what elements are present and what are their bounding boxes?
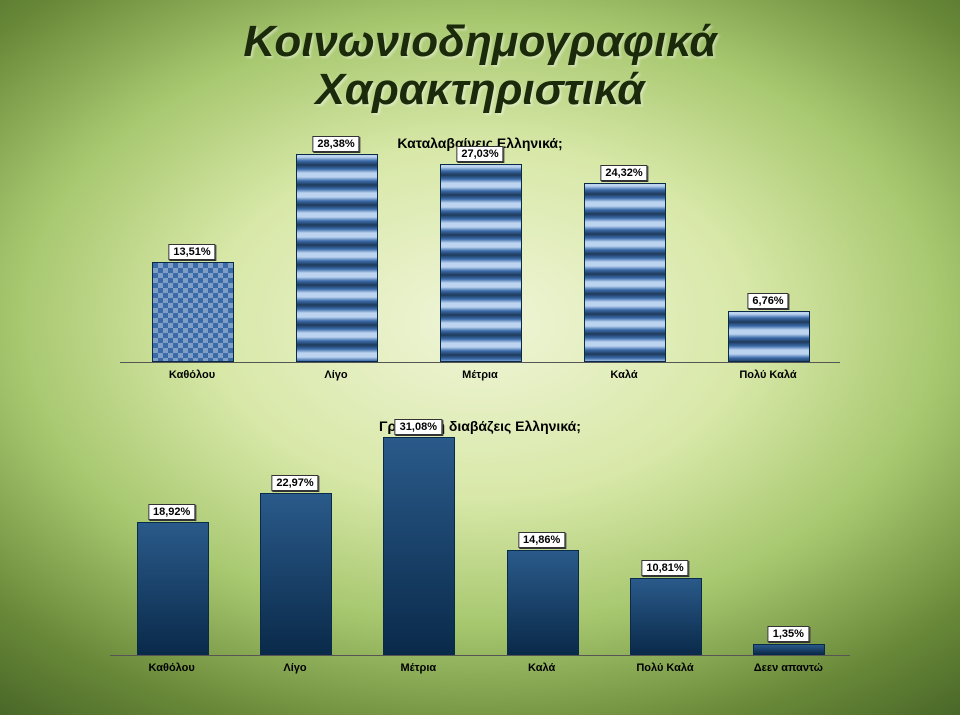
bar-wrap: 27,03% bbox=[440, 166, 520, 362]
bar bbox=[584, 183, 666, 362]
bar bbox=[440, 164, 522, 362]
xaxis-label: Λίγο bbox=[324, 369, 347, 381]
bar-value-label: 13,51% bbox=[168, 244, 215, 260]
bar bbox=[753, 644, 825, 655]
slide: Κοινωνιοδημογραφικά Χαρακτηριστικά Καταλ… bbox=[0, 0, 960, 715]
title-block: Κοινωνιοδημογραφικά Χαρακτηριστικά bbox=[0, 18, 960, 115]
bar-value-label: 24,32% bbox=[600, 165, 647, 181]
xaxis-label: Μέτρια bbox=[400, 662, 436, 674]
bar-value-label: 14,86% bbox=[518, 532, 565, 548]
bar-group: 18,92% bbox=[137, 439, 207, 655]
xaxis-label: Πολύ Καλά bbox=[739, 369, 796, 381]
xaxis-label: Πολύ Καλά bbox=[636, 662, 693, 674]
bar bbox=[260, 493, 332, 655]
bar bbox=[137, 522, 209, 655]
chart1-plot: 13,51% 28,38% 27,03% 24,32% 6,76% bbox=[120, 157, 840, 363]
title-line-2: Χαρακτηριστικά bbox=[0, 66, 960, 114]
bar-value-label: 18,92% bbox=[148, 504, 195, 520]
bar-value-label: 31,08% bbox=[395, 419, 442, 435]
bar-value-label: 10,81% bbox=[641, 560, 688, 576]
xaxis-label: Καθόλου bbox=[149, 662, 195, 674]
bar-wrap: 28,38% bbox=[296, 156, 376, 362]
chart-understand-greek: Καταλαβαίνεις Ελληνικά; 13,51%28,38%27,0… bbox=[120, 135, 840, 385]
bar-wrap: 14,86% bbox=[507, 552, 577, 655]
bar-wrap: 1,35% bbox=[753, 646, 823, 655]
xaxis-label: Λίγο bbox=[283, 662, 306, 674]
bar-wrap: 22,97% bbox=[260, 495, 330, 655]
bar-wrap: 24,32% bbox=[584, 185, 664, 362]
bar-group: 13,51% bbox=[152, 156, 232, 362]
xaxis-label: Καθόλου bbox=[169, 369, 215, 381]
bar-wrap: 10,81% bbox=[630, 580, 700, 655]
bar-group: 1,35% bbox=[753, 439, 823, 655]
bar-group: 22,97% bbox=[260, 439, 330, 655]
bar-value-label: 27,03% bbox=[456, 146, 503, 162]
bar-group: 28,38% bbox=[296, 156, 376, 362]
bar-group: 24,32% bbox=[584, 156, 664, 362]
bar-group: 10,81% bbox=[630, 439, 700, 655]
bar-wrap: 31,08% bbox=[383, 439, 453, 655]
bar-group: 31,08% bbox=[383, 439, 453, 655]
chart2-plot: 18,92% 22,97% 31,08% 14,86% 10,81% 1,35% bbox=[110, 440, 850, 656]
chart-read-write-greek: Γράφεις ή διαβάζεις Ελληνικά; 18,92% 22,9… bbox=[110, 418, 850, 678]
bar-wrap: 18,92% bbox=[137, 524, 207, 655]
bar bbox=[630, 578, 702, 655]
chart1-xaxis: Καθόλου Λίγο Μέτρια Καλά Πολύ Καλά bbox=[120, 365, 840, 385]
bar-value-label: 6,76% bbox=[747, 293, 788, 309]
bar-value-label: 28,38% bbox=[312, 136, 359, 152]
bar-group: 14,86% bbox=[507, 439, 577, 655]
bar bbox=[728, 311, 810, 362]
bar-wrap: 6,76% bbox=[728, 313, 808, 362]
xaxis-label: Καλά bbox=[610, 369, 637, 381]
xaxis-label: Δεεν απαντώ bbox=[754, 662, 823, 674]
xaxis-label: Καλά bbox=[528, 662, 555, 674]
bar-value-label: 1,35% bbox=[768, 626, 809, 642]
xaxis-label: Μέτρια bbox=[462, 369, 498, 381]
title-line-1: Κοινωνιοδημογραφικά bbox=[0, 18, 960, 66]
bar-group: 6,76% bbox=[728, 156, 808, 362]
bar bbox=[296, 154, 378, 362]
chart2-xaxis: Καθόλου Λίγο Μέτρια Καλά Πολύ Καλά Δεεν απαντ… bbox=[110, 658, 850, 678]
bar-value-label: 22,97% bbox=[271, 475, 318, 491]
bar bbox=[507, 550, 579, 655]
bar bbox=[152, 262, 234, 362]
bar-wrap: 13,51% bbox=[152, 264, 232, 362]
bar bbox=[383, 437, 455, 655]
bar-group: 27,03% bbox=[440, 156, 520, 362]
chart2-title: Γράφεις ή διαβάζεις Ελληνικά; bbox=[110, 418, 850, 434]
